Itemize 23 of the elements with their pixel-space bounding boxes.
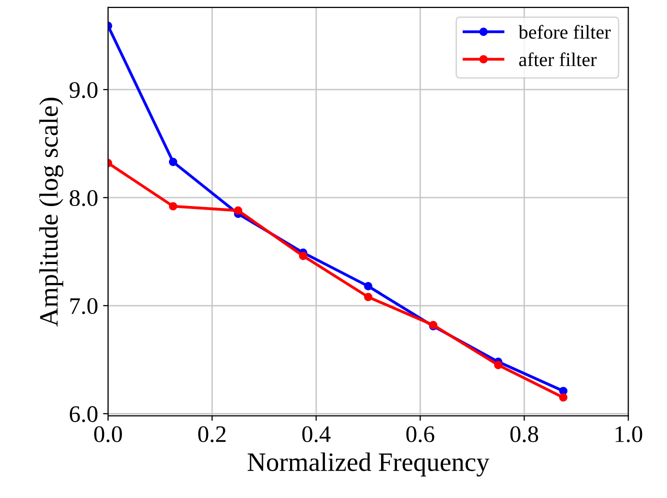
y-axis-title: Amplitude (log scale) xyxy=(39,98,64,326)
y-tick-label: 7.0 xyxy=(70,298,98,314)
point xyxy=(234,206,242,215)
legend-label: after filter xyxy=(519,52,597,66)
x-axis-title: Normalized Frequency xyxy=(248,452,490,477)
y-tick-label: 9.0 xyxy=(70,82,98,98)
x-tick-label: 0.2 xyxy=(198,426,226,442)
point xyxy=(559,386,568,396)
x-tick-label: 0.4 xyxy=(302,426,331,442)
point xyxy=(168,202,178,210)
point xyxy=(559,393,568,402)
y-tick-label: 6.0 xyxy=(70,406,98,422)
x-tick-label: 0.6 xyxy=(406,426,434,442)
x-tick-label: 0.8 xyxy=(510,426,538,442)
point xyxy=(364,292,372,302)
x-tick-label: 1.0 xyxy=(616,426,642,442)
point xyxy=(494,360,502,370)
x-tick-label: 0.0 xyxy=(94,426,122,442)
point xyxy=(298,252,308,260)
point xyxy=(168,158,178,166)
y-tick-label: 8.0 xyxy=(70,190,98,206)
point xyxy=(364,282,372,290)
legend-label: before filter xyxy=(518,24,611,39)
